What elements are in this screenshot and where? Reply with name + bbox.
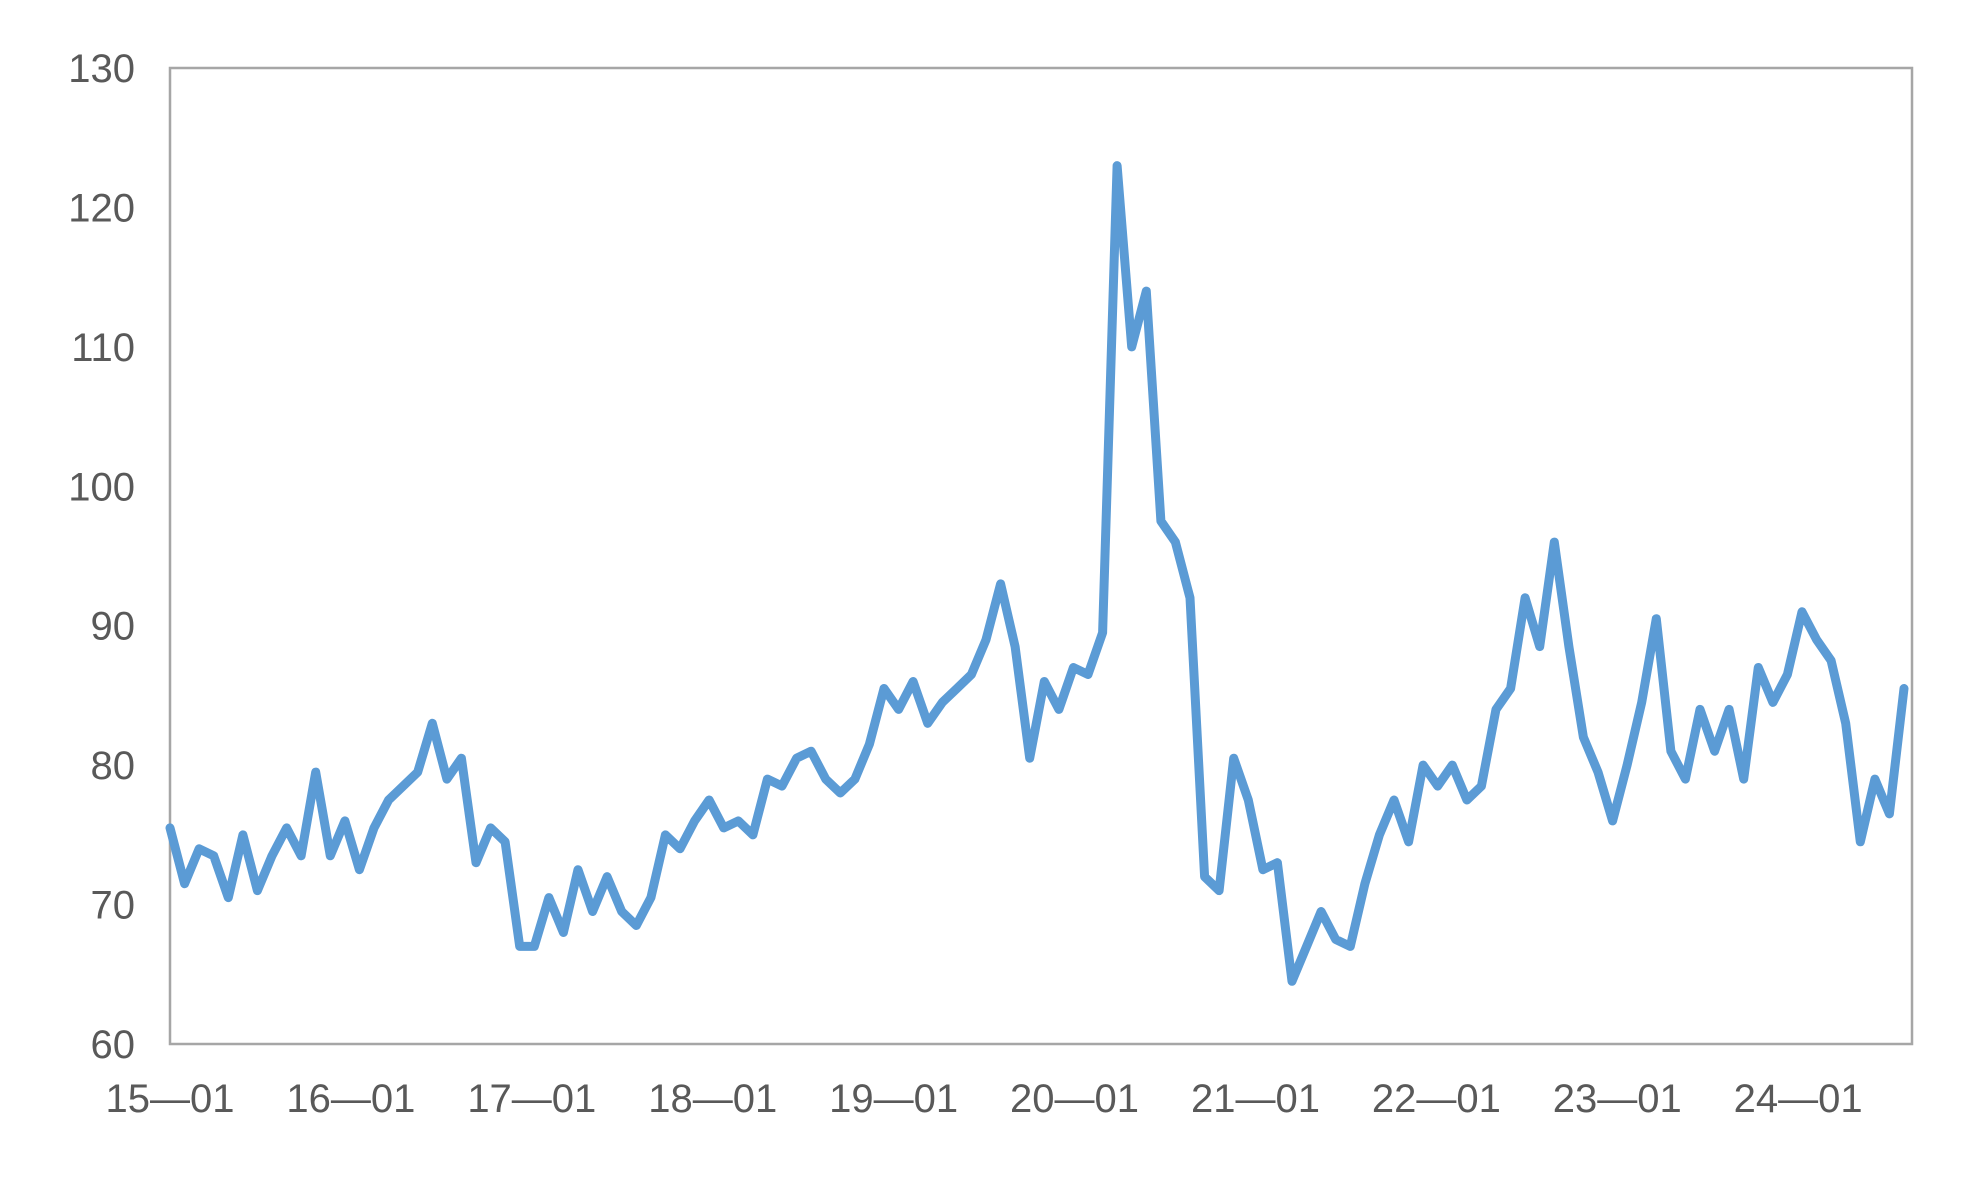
y-tick-label: 80 (91, 744, 136, 788)
x-axis-ticks: 15—01 16—01 17—01 18—01 19—01 20—01 21—01 22—01… (106, 1077, 1863, 1121)
y-tick-label: 130 (68, 47, 135, 91)
y-tick-label: 90 (91, 605, 136, 649)
y-tick-label: 60 (91, 1023, 136, 1067)
x-tick-label: 23—01 (1553, 1077, 1682, 1121)
y-tick-label: 70 (91, 884, 136, 928)
y-axis-ticks: 60 70 80 90 100 110 120 130 (68, 47, 135, 1067)
x-tick-label: 17—01 (467, 1077, 596, 1121)
x-tick-label: 19—01 (829, 1077, 958, 1121)
x-tick-label: 20—01 (1010, 1077, 1139, 1121)
x-tick-label: 22—01 (1372, 1077, 1501, 1121)
x-tick-label: 21—01 (1191, 1077, 1320, 1121)
y-tick-label: 110 (71, 326, 135, 370)
x-tick-label: 16—01 (286, 1077, 415, 1121)
plot-area-frame (168, 66, 1914, 1046)
y-tick-label: 100 (68, 465, 135, 509)
x-tick-label: 24—01 (1734, 1077, 1863, 1121)
x-tick-label: 18—01 (648, 1077, 777, 1121)
y-tick-label: 120 (68, 186, 135, 230)
x-tick-label: 15—01 (106, 1077, 235, 1121)
series-line (165, 161, 1909, 986)
